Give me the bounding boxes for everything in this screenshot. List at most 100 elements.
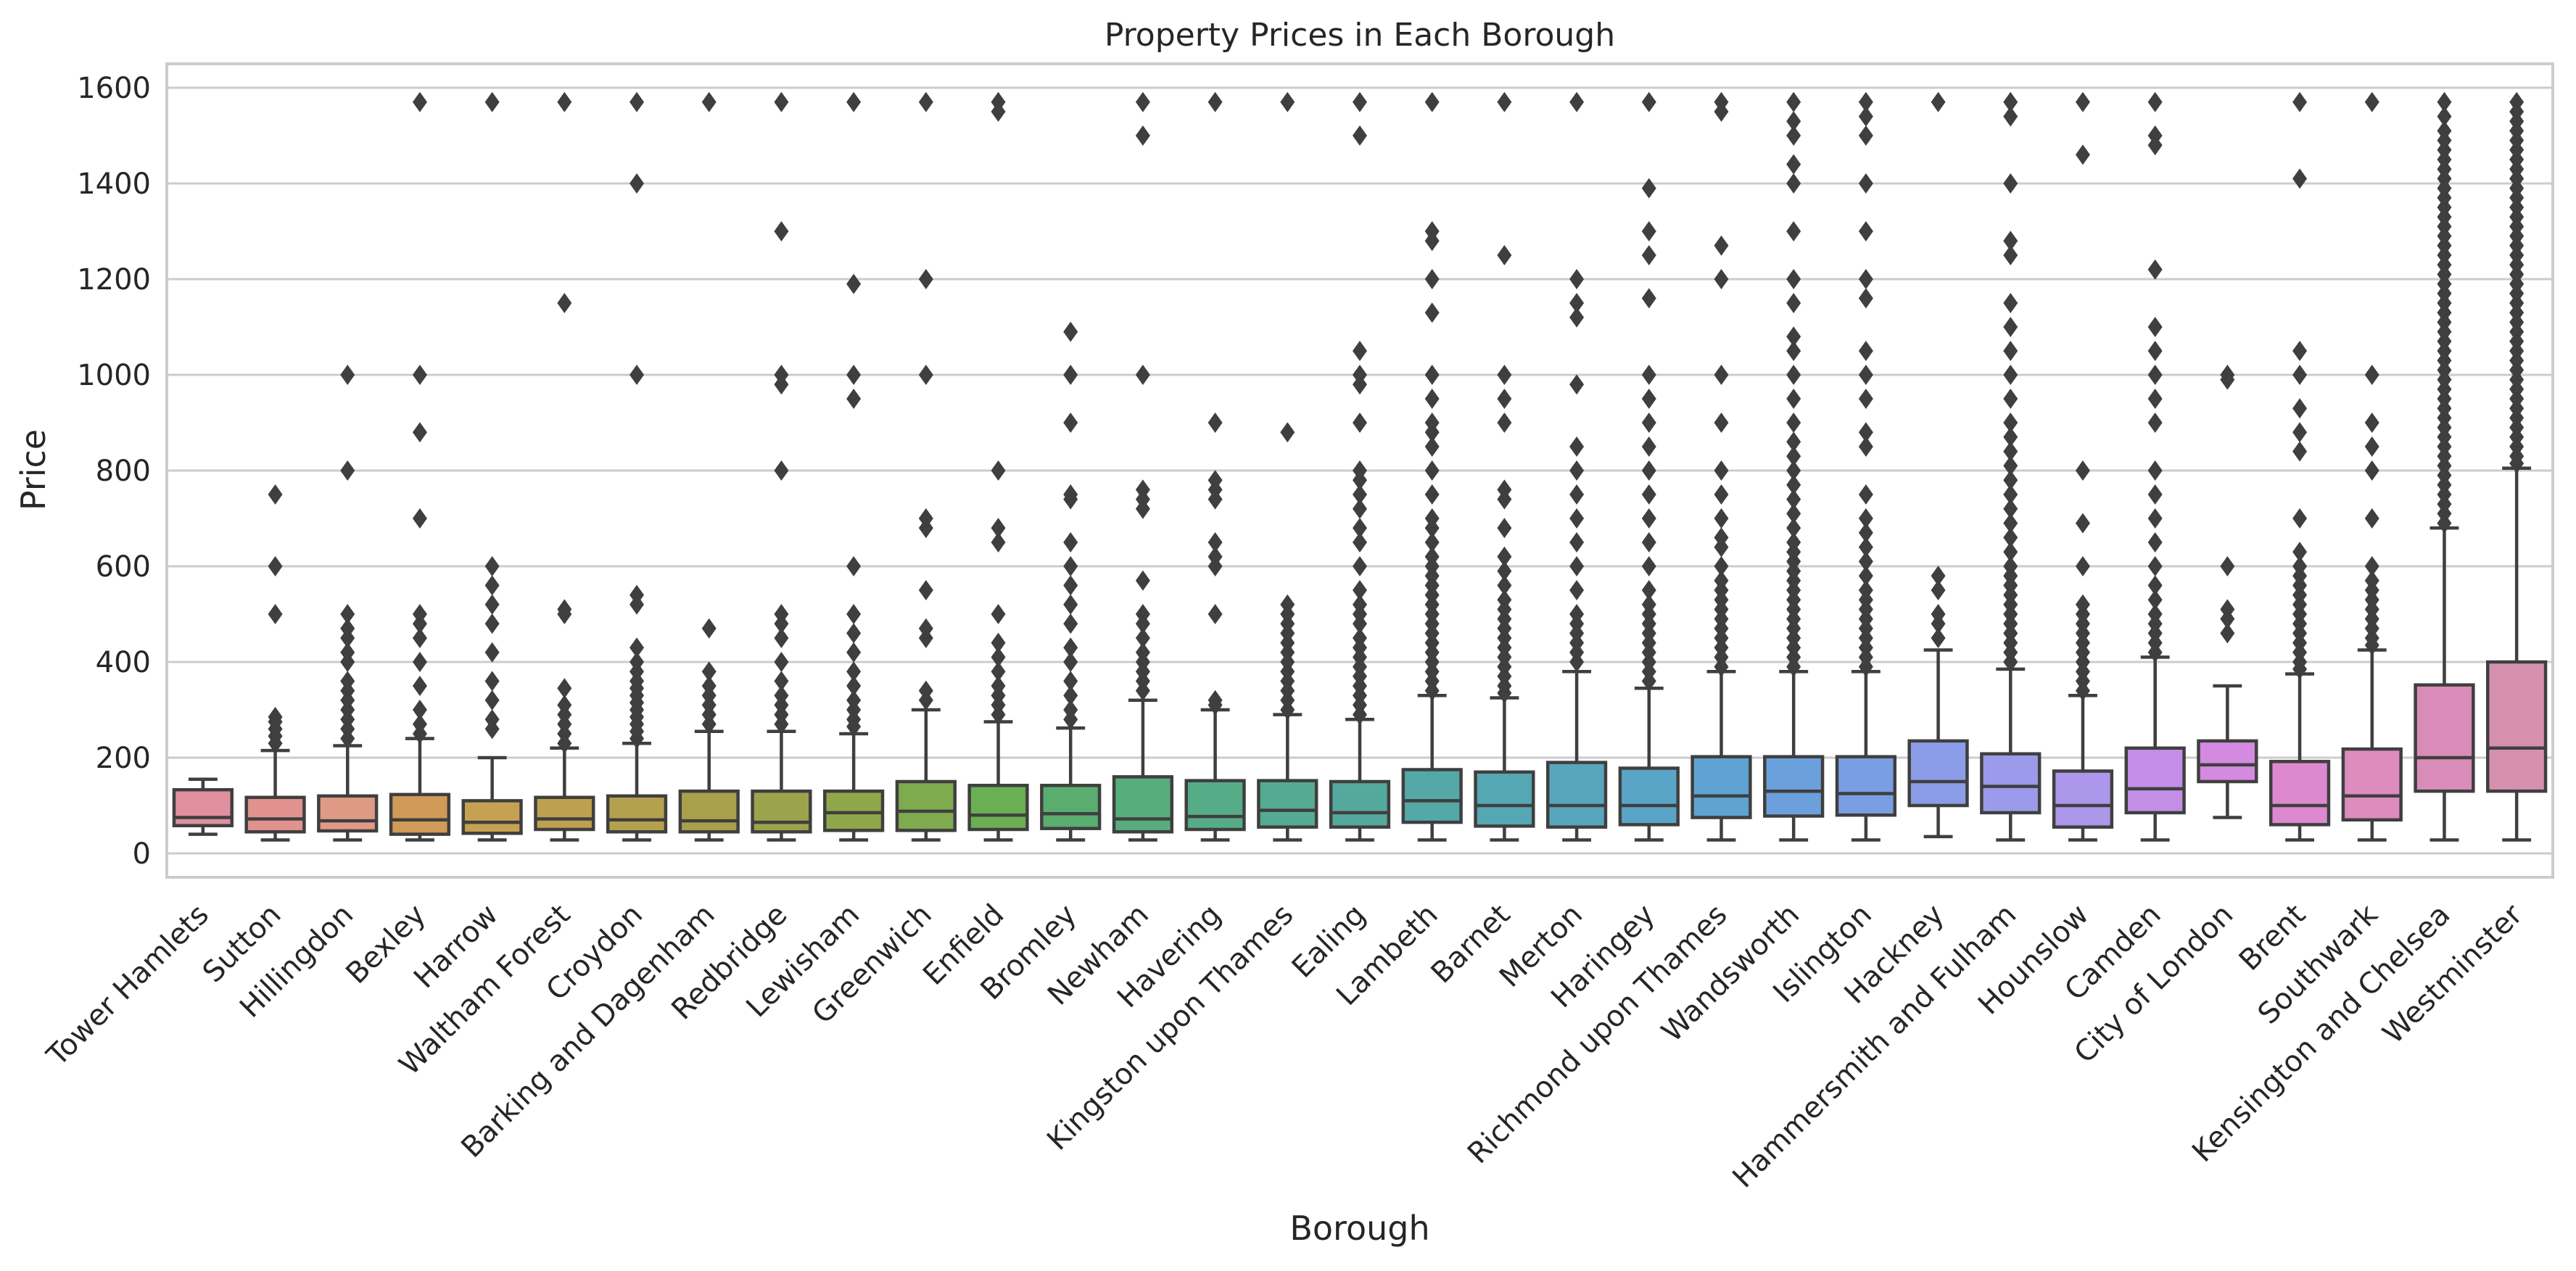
outlier-point (1135, 570, 1150, 591)
outlier-point (2003, 317, 2018, 337)
outlier-point (412, 628, 427, 648)
outlier-point (1569, 293, 1585, 313)
outlier-point (2147, 589, 2163, 610)
outlier-point (846, 273, 862, 294)
outlier-point (991, 647, 1006, 668)
outlier-point (2147, 317, 2163, 337)
outlier-point (1569, 269, 1585, 289)
outlier-point (918, 269, 933, 289)
y-tick-label: 1400 (77, 167, 151, 201)
outlier-point (1353, 628, 1367, 648)
iqr-box (2269, 760, 2331, 827)
outlier-point (412, 604, 427, 624)
box-lambeth (1401, 91, 1463, 842)
outlier-point (484, 556, 500, 576)
boxes (172, 91, 2548, 842)
outlier-point (2003, 173, 2018, 194)
outlier-point (2292, 542, 2308, 563)
outlier-point (412, 652, 427, 672)
y-axis-label: Price (14, 429, 53, 510)
outlier-point (1569, 580, 1585, 600)
outlier-point (1424, 302, 1440, 323)
box-wandsworth (1763, 91, 1825, 842)
outlier-point (484, 690, 500, 711)
outlier-point (1714, 527, 1729, 548)
outlier-point (1063, 413, 1078, 433)
outlier-point (268, 706, 283, 727)
outlier-point (1569, 508, 1585, 529)
box-greenwich (895, 91, 957, 842)
outlier-point (846, 623, 862, 644)
outlier-point (701, 618, 717, 639)
outlier-point (846, 365, 862, 385)
outlier-point (1931, 566, 1946, 587)
outlier-point (2147, 365, 2163, 385)
outlier-point (2003, 484, 2018, 505)
outlier-point (1931, 91, 1946, 112)
outlier-point (918, 365, 933, 385)
outlier-point (629, 652, 645, 672)
box-ealing (1329, 91, 1391, 842)
outlier-point (340, 365, 355, 385)
outlier-point (340, 604, 355, 624)
outlier-point (1786, 518, 1801, 539)
outlier-point (1353, 556, 1367, 576)
outlier-point (2292, 556, 2308, 576)
outlier-point (412, 676, 427, 696)
outlier-point (918, 91, 933, 112)
outlier-point (846, 556, 862, 576)
outlier-point (1353, 460, 1367, 481)
outlier-point (918, 580, 933, 600)
outlier-point (340, 618, 355, 639)
outlier-point (484, 594, 500, 615)
outlier-point (846, 604, 862, 624)
outlier-point (2003, 455, 2018, 476)
outlier-point (2509, 91, 2525, 112)
outlier-point (2292, 91, 2308, 112)
iqr-box (1690, 755, 1752, 819)
box-lewisham (822, 91, 885, 842)
outlier-point (412, 700, 427, 720)
box-haringey (1618, 91, 1680, 842)
outlier-point (774, 685, 789, 706)
outlier-point (991, 532, 1006, 552)
outlier-point (1641, 556, 1656, 576)
iqr-box (1329, 779, 1391, 829)
box-harrow (461, 91, 523, 842)
outlier-point (1786, 326, 1801, 347)
outlier-point (1641, 245, 1656, 265)
outlier-point (991, 632, 1006, 653)
iqr-box (1763, 755, 1825, 818)
outlier-point (1641, 221, 1656, 241)
outlier-point (1424, 532, 1440, 552)
outlier-point (2292, 398, 2308, 419)
outlier-point (2220, 365, 2235, 385)
box-camden (2124, 91, 2186, 842)
outlier-point (557, 678, 572, 699)
outlier-point (1063, 556, 1078, 576)
outlier-point (1353, 365, 1367, 385)
outlier-point (1858, 551, 1873, 572)
box-enfield (967, 91, 1029, 842)
outlier-point (1135, 642, 1150, 663)
outlier-point (774, 460, 789, 481)
outlier-point (701, 676, 717, 696)
outlier-point (2147, 125, 2163, 146)
outlier-point (1497, 518, 1512, 539)
y-tick-label: 1200 (77, 263, 151, 297)
iqr-box (606, 794, 668, 834)
outlier-point (2364, 556, 2379, 576)
outlier-point (2003, 91, 2018, 112)
outlier-point (2147, 575, 2163, 596)
outlier-point (2003, 389, 2018, 409)
outlier-point (557, 695, 572, 716)
outlier-point (2147, 460, 2163, 481)
outlier-point (1063, 671, 1078, 692)
outlier-point (1858, 288, 1873, 309)
outlier-point (1858, 422, 1873, 443)
outlier-point (2147, 413, 2163, 433)
box-richmond-upon-thames (1690, 91, 1752, 842)
outlier-point (1063, 321, 1078, 342)
outlier-point (1424, 546, 1440, 567)
outlier-point (918, 680, 933, 701)
